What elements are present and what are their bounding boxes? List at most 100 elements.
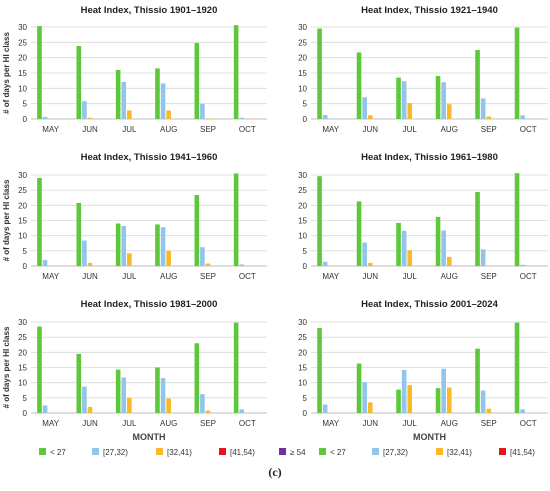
legend-label: [27,32) [383, 448, 408, 457]
y-tick-label: 15 [298, 217, 307, 226]
y-tick-label: 25 [298, 333, 307, 342]
x-tick-label: AUG [441, 419, 458, 428]
x-tick-label: JUN [82, 272, 98, 281]
bar [82, 386, 87, 413]
x-tick-label: SEP [481, 272, 497, 281]
y-tick-label: 10 [18, 232, 27, 241]
legend-swatch [499, 448, 506, 455]
bar [121, 225, 127, 266]
x-tick-label: SEP [200, 272, 216, 281]
bar [317, 28, 322, 119]
bar [396, 77, 401, 119]
bar [160, 227, 166, 266]
x-tick-label: JUL [122, 272, 137, 281]
bar [87, 406, 93, 413]
legend-swatch [39, 448, 46, 455]
y-tick-label: 20 [18, 54, 27, 63]
bar [441, 82, 446, 119]
y-tick-label: 15 [298, 69, 307, 78]
bar [362, 97, 367, 119]
y-tick-label: 20 [298, 201, 307, 210]
y-tick-label: 30 [298, 318, 307, 327]
y-tick-label: 5 [303, 247, 308, 256]
y-tick-label: 15 [18, 217, 27, 226]
y-tick-label: 15 [298, 364, 307, 373]
y-tick-label: 20 [298, 348, 307, 357]
bar [435, 76, 441, 119]
legend-swatch [92, 448, 99, 455]
bar [446, 104, 452, 119]
x-tick-label: JUL [122, 125, 137, 134]
x-axis-label: MONTH [413, 432, 446, 442]
x-tick-label: OCT [239, 419, 256, 428]
bar [155, 224, 160, 266]
legend-label: [32,41) [447, 448, 472, 457]
y-tick-label: 30 [18, 318, 27, 327]
x-tick-label: AUG [160, 125, 177, 134]
bar [115, 223, 121, 266]
y-tick-label: 30 [18, 23, 27, 32]
bar [233, 322, 239, 413]
bar [87, 117, 93, 119]
bar [367, 402, 373, 413]
bar [233, 173, 239, 266]
legend-swatch [156, 448, 163, 455]
chart-title: Heat Index, Thissio 2001–2024 [361, 299, 498, 310]
legend-label: [27,32) [103, 448, 128, 457]
x-tick-label: JUN [82, 125, 98, 134]
bar [475, 191, 480, 266]
bar [239, 264, 245, 266]
y-tick-label: 25 [18, 333, 27, 342]
bar [166, 398, 171, 413]
legend-label: [32,41) [167, 448, 192, 457]
chart-title: Heat Index, Thissio 1961–1980 [361, 152, 498, 163]
y-tick-label: 0 [23, 115, 28, 124]
bar [37, 26, 42, 119]
chart-title: Heat Index, Thissio 1941–1960 [81, 152, 218, 163]
legend-label: < 27 [50, 448, 66, 457]
bar [435, 388, 441, 413]
chart-panel-3: Heat Index, Thissio 1941–1960 0 5 10 15 20 25 3… [2, 152, 267, 281]
bar [520, 264, 525, 266]
bar [520, 409, 525, 413]
bar [435, 216, 441, 266]
chart-panel-6: Heat Index, Thissio 2001–2024 0 5 10 15 20 25 3… [298, 299, 548, 457]
y-axis-label: # of days per HI class [2, 179, 11, 261]
chart-panel-4: Heat Index, Thissio 1961–1980 0 5 10 15 20 25 3… [298, 152, 548, 281]
bar [514, 27, 520, 119]
bar [76, 46, 82, 119]
y-tick-label: 0 [23, 409, 28, 418]
bar [446, 256, 452, 266]
x-tick-label: OCT [239, 125, 256, 134]
y-tick-label: 30 [298, 23, 307, 32]
bar [76, 202, 82, 266]
y-tick-label: 5 [303, 100, 308, 109]
x-tick-label: JUL [403, 125, 418, 134]
x-tick-label: JUN [82, 419, 98, 428]
bar [317, 176, 322, 266]
x-tick-label: JUL [122, 419, 137, 428]
y-tick-label: 10 [298, 84, 307, 93]
legend-swatch [219, 448, 226, 455]
x-tick-label: JUN [362, 272, 378, 281]
bar [407, 385, 413, 413]
bar [441, 368, 446, 413]
y-tick-label: 15 [18, 69, 27, 78]
x-tick-label: JUL [403, 419, 418, 428]
bar [322, 404, 328, 413]
chart-panel-2: Heat Index, Thissio 1921–1940 0 5 10 15 20 25 3… [298, 5, 548, 134]
bar [76, 353, 82, 413]
bar [127, 253, 132, 266]
bar [200, 394, 205, 413]
bar [194, 42, 200, 119]
bar [486, 265, 492, 266]
bar [396, 222, 401, 266]
x-tick-label: MAY [42, 125, 59, 134]
x-tick-label: MAY [322, 419, 339, 428]
bar [480, 98, 486, 119]
x-tick-label: MAY [322, 272, 339, 281]
legend-swatch [279, 448, 286, 455]
y-tick-label: 0 [303, 409, 308, 418]
y-tick-label: 25 [298, 38, 307, 47]
y-tick-label: 10 [298, 379, 307, 388]
